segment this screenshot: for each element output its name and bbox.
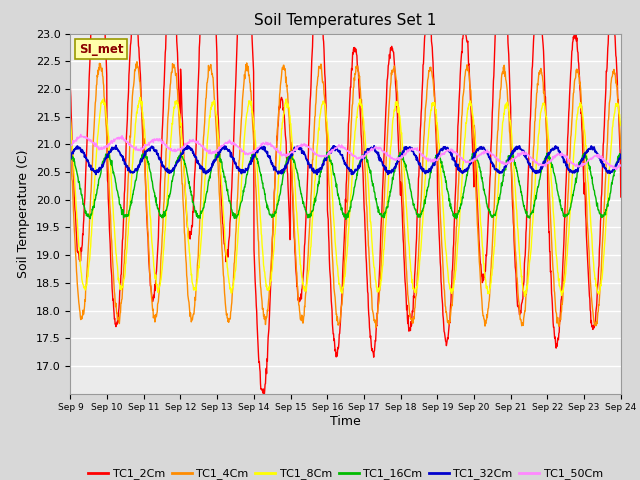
TC1_2Cm — [260, 392, 268, 398]
TC1_50Cm — [612, 167, 620, 173]
Legend: TC1_2Cm, TC1_4Cm, TC1_8Cm, TC1_16Cm, TC1_32Cm, TC1_50Cm: TC1_2Cm, TC1_4Cm, TC1_8Cm, TC1_16Cm, TC1… — [84, 464, 607, 480]
TC1_32Cm — [504, 160, 511, 166]
TC1_8Cm — [521, 294, 529, 300]
TC1_50Cm — [431, 158, 439, 164]
TC1_32Cm — [67, 153, 74, 159]
TC1_8Cm — [176, 111, 184, 117]
TC1_16Cm — [286, 149, 294, 155]
TC1_16Cm — [175, 153, 183, 158]
TC1_50Cm — [77, 132, 84, 137]
TC1_32Cm — [183, 142, 191, 148]
TC1_8Cm — [552, 251, 560, 257]
TC1_4Cm — [432, 117, 440, 122]
TC1_2Cm — [504, 22, 511, 27]
TC1_2Cm — [552, 345, 560, 351]
TC1_16Cm — [342, 216, 349, 222]
TC1_32Cm — [92, 171, 100, 177]
TC1_2Cm — [251, 267, 259, 273]
TC1_8Cm — [136, 95, 144, 100]
TC1_8Cm — [617, 123, 625, 129]
TC1_16Cm — [189, 199, 196, 205]
TC1_50Cm — [552, 154, 559, 159]
X-axis label: Time: Time — [330, 415, 361, 428]
Line: TC1_8Cm: TC1_8Cm — [70, 97, 621, 297]
TC1_32Cm — [252, 152, 259, 158]
TC1_50Cm — [504, 160, 511, 166]
TC1_2Cm — [617, 194, 625, 200]
TC1_4Cm — [251, 164, 259, 170]
TC1_4Cm — [67, 144, 74, 149]
Title: Soil Temperatures Set 1: Soil Temperatures Set 1 — [255, 13, 436, 28]
Line: TC1_4Cm: TC1_4Cm — [70, 62, 621, 327]
TC1_4Cm — [372, 324, 380, 330]
TC1_16Cm — [250, 153, 258, 159]
TC1_4Cm — [504, 95, 511, 101]
TC1_4Cm — [617, 145, 625, 151]
TC1_50Cm — [617, 163, 625, 168]
TC1_4Cm — [552, 310, 560, 315]
TC1_32Cm — [552, 145, 560, 151]
TC1_2Cm — [189, 209, 196, 215]
TC1_50Cm — [176, 146, 184, 152]
TC1_32Cm — [432, 156, 440, 162]
TC1_4Cm — [189, 312, 197, 317]
TC1_32Cm — [176, 156, 184, 161]
TC1_2Cm — [175, 107, 183, 112]
TC1_8Cm — [189, 283, 197, 289]
TC1_4Cm — [176, 132, 184, 137]
TC1_8Cm — [251, 127, 259, 133]
TC1_50Cm — [189, 137, 197, 143]
Line: TC1_2Cm: TC1_2Cm — [70, 0, 621, 395]
TC1_32Cm — [189, 150, 197, 156]
TC1_16Cm — [504, 157, 511, 163]
TC1_2Cm — [67, 86, 74, 92]
TC1_32Cm — [617, 152, 625, 157]
TC1_8Cm — [431, 105, 439, 111]
Line: TC1_16Cm: TC1_16Cm — [70, 152, 621, 219]
Line: TC1_32Cm: TC1_32Cm — [70, 145, 621, 174]
TC1_16Cm — [432, 154, 440, 160]
Text: SI_met: SI_met — [79, 43, 123, 56]
TC1_50Cm — [67, 143, 74, 149]
TC1_2Cm — [432, 126, 440, 132]
TC1_16Cm — [617, 153, 625, 158]
TC1_50Cm — [251, 147, 259, 153]
Y-axis label: Soil Temperature (C): Soil Temperature (C) — [17, 149, 30, 278]
TC1_4Cm — [133, 59, 141, 65]
Line: TC1_50Cm: TC1_50Cm — [70, 134, 621, 170]
TC1_16Cm — [552, 180, 560, 186]
TC1_16Cm — [67, 151, 74, 157]
TC1_8Cm — [504, 99, 511, 105]
TC1_8Cm — [67, 116, 74, 122]
